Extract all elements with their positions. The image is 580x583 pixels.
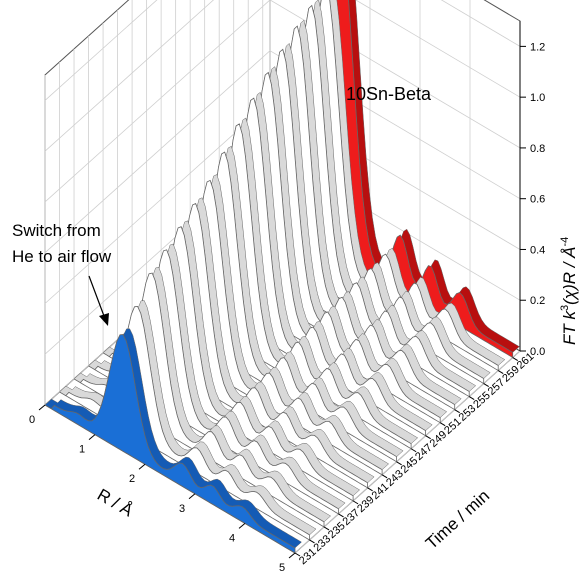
series-label: 10Sn-Beta xyxy=(346,84,432,104)
y-tick-239 xyxy=(352,500,359,505)
z-tick-label-0.2: 0.2 xyxy=(530,295,545,307)
annotation-line1: Switch from xyxy=(12,221,101,240)
y-tick-241 xyxy=(367,487,373,492)
x-tick-0 xyxy=(38,404,46,411)
annotation-arrow-head xyxy=(99,313,109,326)
y-tick-243 xyxy=(381,474,388,479)
z-axis-label-mid: (χ)R / Å xyxy=(560,246,579,304)
floor-grid-line xyxy=(294,350,521,554)
y-axis-label: Time / min xyxy=(422,486,493,553)
y-tick-245 xyxy=(396,461,402,466)
y-tick-253 xyxy=(454,409,460,414)
x-tick-label-4: 4 xyxy=(229,532,235,544)
z-tick-label-0.0: 0.0 xyxy=(530,346,545,358)
z-tick-label-0.6: 0.6 xyxy=(530,194,545,206)
slice-231 xyxy=(44,334,296,554)
y-tick-249 xyxy=(425,435,431,440)
z-axis-label-sup1: 3 xyxy=(559,305,571,311)
x-tick-label-1: 1 xyxy=(79,444,85,456)
y-tick-231 xyxy=(294,552,301,557)
y-tick-261 xyxy=(512,357,518,361)
x-tick-label-2: 2 xyxy=(129,473,135,485)
chart-slices xyxy=(44,0,520,554)
z-tick-label-0.4: 0.4 xyxy=(530,244,545,256)
x-tick-5 xyxy=(288,552,296,559)
z-axis-label-prefix: FT k xyxy=(560,310,579,345)
annotation-arrow-line xyxy=(88,275,105,317)
x-tick-label-5: 5 xyxy=(279,562,285,574)
z-axis-label-sup2: -4 xyxy=(559,237,571,247)
x-tick-label-3: 3 xyxy=(179,503,185,515)
x-tick-3 xyxy=(188,493,196,500)
x-tick-2 xyxy=(138,463,146,470)
z-axis-label: FT k3(χ)R / Å-4 xyxy=(559,237,579,345)
y-tick-255 xyxy=(468,396,475,401)
z-tick-label-1.2: 1.2 xyxy=(530,41,545,53)
y-tick-233 xyxy=(309,539,315,544)
x-tick-4 xyxy=(238,523,246,529)
z-grid-line xyxy=(44,0,521,101)
z-tick-label-0.8: 0.8 xyxy=(530,143,545,155)
y-tick-247 xyxy=(410,448,417,453)
x-tick-1 xyxy=(88,434,96,440)
z-grid-line xyxy=(44,0,521,203)
x-tick-label-0: 0 xyxy=(29,414,35,426)
y-tick-237 xyxy=(338,513,344,518)
x-axis-label: R / Å xyxy=(94,485,137,521)
z-grid-line xyxy=(44,0,521,152)
y-tick-235 xyxy=(323,526,330,531)
y-tick-259 xyxy=(497,370,504,374)
y-tick-251 xyxy=(439,422,446,427)
annotation-line2: He to air flow xyxy=(12,247,112,266)
z-tick-label-1.0: 1.0 xyxy=(530,92,545,104)
y-tick-257 xyxy=(483,383,489,388)
